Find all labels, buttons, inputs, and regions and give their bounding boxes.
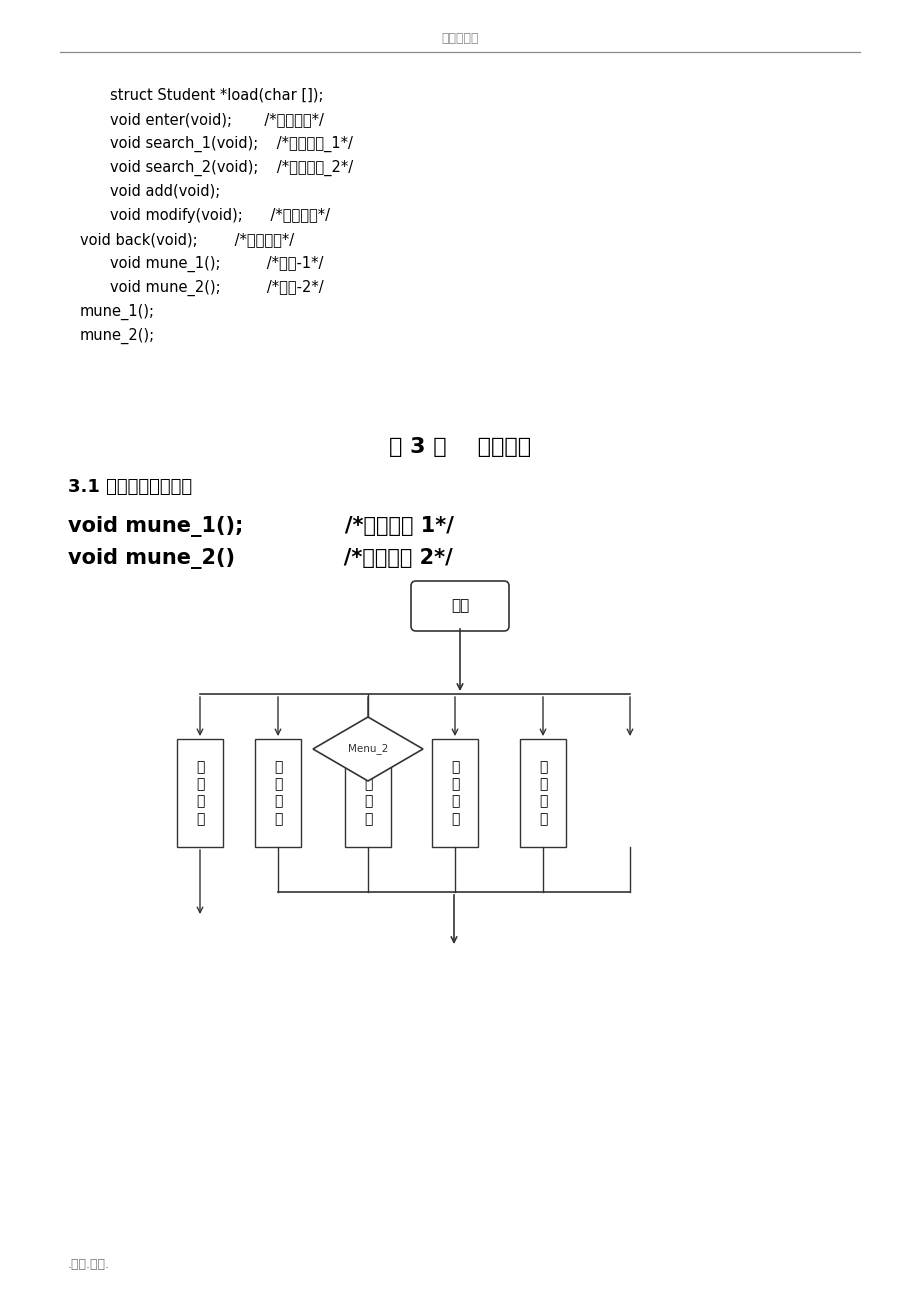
Text: void mune_2();          /*界面-2*/: void mune_2(); /*界面-2*/ xyxy=(110,280,323,296)
Bar xyxy=(432,740,478,848)
Text: 下载可编辑: 下载可编辑 xyxy=(441,31,478,44)
Text: 查
询
个
人: 查 询 个 人 xyxy=(274,760,282,825)
Bar xyxy=(519,740,565,848)
Text: void mune_1();              /*菜单函数 1*/: void mune_1(); /*菜单函数 1*/ xyxy=(68,516,453,536)
Text: 录
入
记
录: 录 入 记 录 xyxy=(196,760,204,825)
Text: void search_1(void);    /*查询函数_1*/: void search_1(void); /*查询函数_1*/ xyxy=(110,135,353,152)
Text: 修
改
信
息: 修 改 信 息 xyxy=(450,760,459,825)
Text: 查
询
整
班: 查 询 整 班 xyxy=(539,760,547,825)
FancyBboxPatch shape xyxy=(411,581,508,631)
Text: void enter(void);       /*录入函数*/: void enter(void); /*录入函数*/ xyxy=(110,112,323,128)
Text: void mune_1();          /*界面-1*/: void mune_1(); /*界面-1*/ xyxy=(110,256,323,272)
Text: mune_1();: mune_1(); xyxy=(80,303,154,320)
Text: .专业.整理.: .专业.整理. xyxy=(68,1258,110,1271)
Text: void mune_2()               /*菜单函数 2*/: void mune_2() /*菜单函数 2*/ xyxy=(68,548,452,569)
Text: void add(void);: void add(void); xyxy=(110,184,220,199)
Text: void search_2(void);    /*查询函数_2*/: void search_2(void); /*查询函数_2*/ xyxy=(110,160,353,176)
Text: 3.1 函数以及调用关系: 3.1 函数以及调用关系 xyxy=(68,478,192,496)
Text: mune_2();: mune_2(); xyxy=(80,328,155,344)
Text: struct Student *load(char []);: struct Student *load(char []); xyxy=(110,89,323,103)
Bar xyxy=(176,740,222,848)
Text: void back(void);        /*退出函数*/: void back(void); /*退出函数*/ xyxy=(80,232,294,247)
Polygon shape xyxy=(312,717,423,781)
Text: 开始: 开始 xyxy=(450,599,469,613)
Text: void modify(void);      /*修改函数*/: void modify(void); /*修改函数*/ xyxy=(110,208,330,223)
Text: Menu_2: Menu_2 xyxy=(347,743,388,754)
Text: 创
建
信
息: 创 建 信 息 xyxy=(363,760,372,825)
Bar xyxy=(345,740,391,848)
Text: 第 3 章    详细设计: 第 3 章 详细设计 xyxy=(389,437,530,457)
Bar xyxy=(255,740,301,848)
